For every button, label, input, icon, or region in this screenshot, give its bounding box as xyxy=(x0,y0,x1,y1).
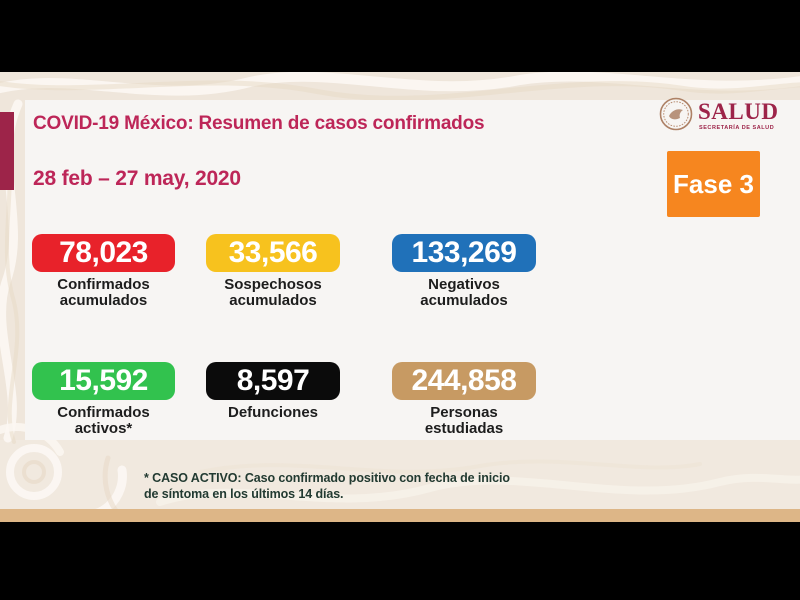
stat-label-line: acumulados xyxy=(59,292,148,309)
stat-label-line: activos* xyxy=(74,420,133,437)
stat-label-line: Defunciones xyxy=(227,404,318,421)
salud-seal-icon xyxy=(659,97,693,131)
maroon-accent-bar xyxy=(0,112,14,190)
stat-negativos-acumulados: 133,269 xyxy=(392,234,536,272)
stat-label: Sospechosos acumulados xyxy=(206,277,340,309)
stat-sospechosos-acumulados: 33,566 xyxy=(206,234,340,272)
stat-label-line: estudiadas xyxy=(424,420,504,437)
slide-background: COVID-19 México: Resumen de casos confir… xyxy=(0,72,800,522)
stat-label-line: Negativos xyxy=(428,276,500,293)
stat-label-line: Sospechosos xyxy=(224,276,322,293)
footer-tan-stripe xyxy=(0,509,800,522)
stat-personas-estudiadas: 244,858 xyxy=(392,362,536,400)
footnote-line: de síntoma en los últimos 14 días. xyxy=(144,487,344,501)
stat-label: Confirmados acumulados xyxy=(32,277,175,309)
stat-defunciones: 8,597 xyxy=(206,362,340,400)
stat-label: Personas estudiadas xyxy=(392,405,536,437)
salud-logo-name: SALUD xyxy=(698,99,779,124)
stat-label-line: Confirmados xyxy=(57,404,150,421)
salud-logo: SALUD SECRETARÍA DE SALUD xyxy=(659,96,789,137)
page-title: COVID-19 México: Resumen de casos confir… xyxy=(33,113,485,134)
active-case-footnote: * CASO ACTIVO: Caso confirmado positivo … xyxy=(144,470,510,502)
salud-logo-subtitle: SECRETARÍA DE SALUD xyxy=(699,125,775,131)
stat-label: Negativos acumulados xyxy=(392,277,536,309)
stat-label: Defunciones xyxy=(206,405,340,421)
stat-label-line: acumulados xyxy=(420,292,508,309)
phase-badge: Fase 3 xyxy=(667,151,760,217)
stat-confirmados-acumulados: 78,023 xyxy=(32,234,175,272)
stat-label: Confirmados activos* xyxy=(32,405,175,437)
footnote-line: * CASO ACTIVO: Caso confirmado positivo … xyxy=(144,471,510,485)
stat-confirmados-activos: 15,592 xyxy=(32,362,175,400)
date-range: 28 feb – 27 may, 2020 xyxy=(33,167,241,190)
stat-label-line: acumulados xyxy=(229,292,317,309)
stat-label-line: Confirmados xyxy=(57,276,150,293)
stat-label-line: Personas xyxy=(430,404,498,421)
